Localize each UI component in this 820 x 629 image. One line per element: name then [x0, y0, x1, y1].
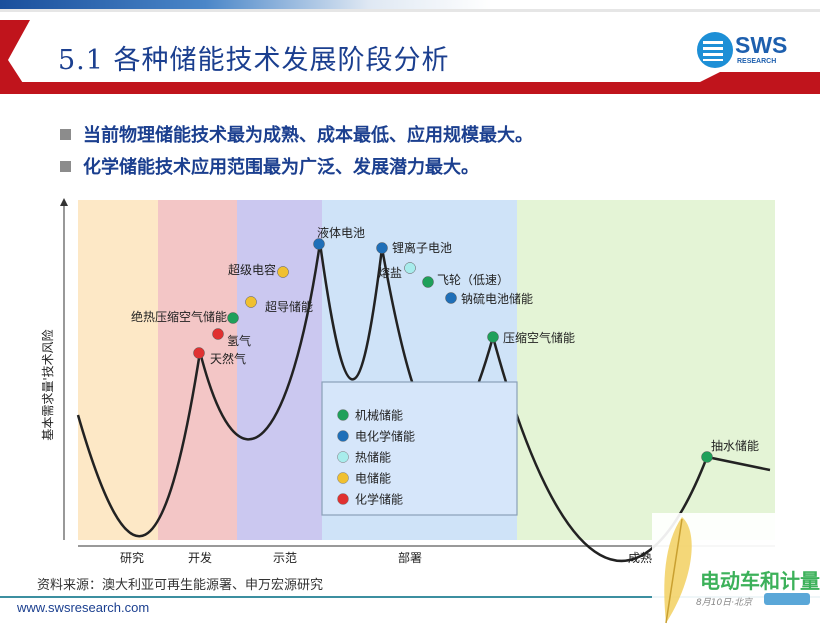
stage-label: 示范 [273, 551, 297, 565]
logo-text: SWS [735, 32, 788, 58]
website-link[interactable]: www.swsresearch.com [17, 600, 150, 615]
bullet-square-icon [60, 128, 71, 140]
y-axis-label: 基本需求量'技术风险 [40, 329, 55, 440]
technology-label: 绝热压缩空气储能 [131, 309, 227, 324]
bullet-item: 当前物理储能技术最为成熟、成本最低、应用规模最大。 [60, 118, 533, 150]
technology-label: 熔盐 [378, 265, 402, 280]
lifecycle-curve [76, 242, 771, 563]
technology-point [227, 312, 239, 324]
legend-label: 机械储能 [355, 408, 403, 423]
watermark-badge [764, 593, 810, 605]
top-divider [0, 9, 820, 12]
technology-point [445, 292, 457, 304]
header-frame [0, 20, 820, 94]
technology-point [313, 238, 325, 250]
legend-dot-icon [337, 409, 349, 421]
technology-label: 超级电容 [228, 262, 276, 277]
bullet-list: 当前物理储能技术最为成熟、成本最低、应用规模最大。 化学储能技术应用范围最为广泛… [60, 118, 533, 182]
stage-label: 部署 [398, 550, 422, 565]
y-axis-arrow-icon [60, 198, 68, 206]
technology-label: 天然气 [210, 351, 246, 366]
technology-label: 氢气 [227, 333, 251, 348]
technology-label: 压缩空气储能 [503, 330, 575, 345]
technology-point [376, 242, 388, 254]
page-title: 5.1 各种储能技术发展阶段分析 [58, 45, 450, 76]
technology-point [422, 276, 434, 288]
legend-dot-icon [337, 493, 349, 505]
legend-dot-icon [337, 472, 349, 484]
feather-icon [664, 517, 692, 624]
technology-label: 锂离子电池 [392, 240, 452, 255]
technology-label: 钠硫电池储能 [461, 291, 533, 306]
watermark-title: 电动车和计量 [700, 569, 820, 593]
stage-band-2 [237, 200, 322, 540]
footer-rule [0, 596, 820, 598]
legend-label: 化学储能 [355, 492, 403, 507]
technology-point [487, 331, 499, 343]
legend-dot-icon [337, 451, 349, 463]
top-banner [0, 0, 820, 9]
technology-point [193, 347, 205, 359]
technology-point [701, 451, 713, 463]
bullet-square-icon [60, 160, 71, 172]
logo-icon [697, 32, 733, 68]
technology-point [212, 328, 224, 340]
sws-logo: SWS RESEARCH [695, 30, 805, 72]
legend-label: 电储能 [355, 471, 391, 486]
legend-label: 电化学储能 [355, 429, 415, 444]
legend-dot-icon [337, 430, 349, 442]
technology-point [277, 266, 289, 278]
technology-label: 液体电池 [317, 225, 365, 240]
logo-subtext: RESEARCH [737, 58, 777, 65]
watermark: 电动车和计量 8月10日·北京 [652, 513, 820, 629]
legend-label: 热储能 [355, 450, 391, 465]
stage-label: 研究 [120, 550, 144, 565]
stage-band-4 [517, 200, 775, 540]
bullet-text: 当前物理储能技术最为成熟、成本最低、应用规模最大。 [83, 125, 533, 146]
stage-band-0 [78, 200, 158, 540]
source-note: 资料来源：澳大利亚可再生能源署、申万宏源研究 [37, 578, 324, 593]
technology-point [245, 296, 257, 308]
bullet-text: 化学储能技术应用范围最为广泛、发展潜力最大。 [83, 157, 479, 178]
technology-label: 超导储能 [265, 299, 313, 314]
technology-point [404, 262, 416, 274]
technology-label: 飞轮（低速） [437, 273, 509, 287]
stage-label: 开发 [188, 550, 212, 565]
legend-box [321, 381, 518, 516]
technology-label: 抽水储能 [711, 438, 759, 453]
watermark-subtitle: 8月10日·北京 [696, 598, 753, 608]
slide-header [0, 12, 820, 94]
bullet-item: 化学储能技术应用范围最为广泛、发展潜力最大。 [60, 150, 533, 182]
